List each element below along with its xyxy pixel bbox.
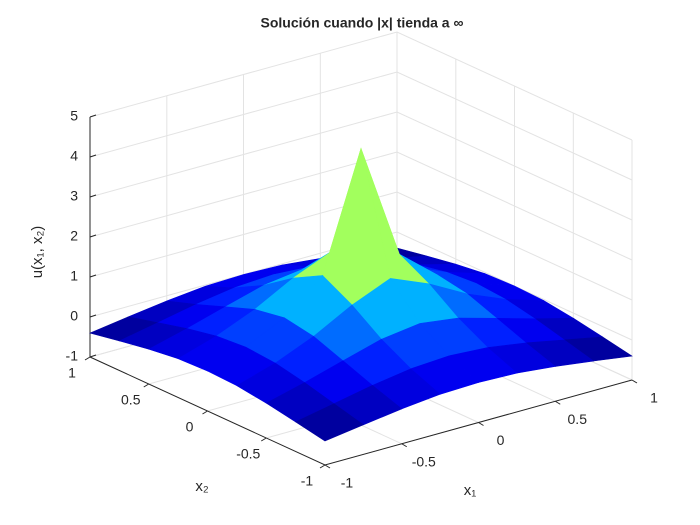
z-tick-label: 4	[70, 148, 78, 164]
z-tick-label: 5	[70, 108, 78, 124]
x-tick-label: -1	[341, 475, 354, 491]
y-tick-label: 1	[68, 365, 76, 381]
grid-line	[89, 231, 633, 341]
z-tick	[89, 234, 97, 238]
z-tick	[89, 114, 97, 118]
x-tick	[554, 400, 561, 405]
x-tick	[478, 422, 484, 426]
z-tick	[89, 154, 97, 158]
grid-line	[89, 151, 633, 261]
x-axis-label: x₁	[464, 482, 477, 499]
y-tick	[202, 410, 208, 415]
y-tick	[319, 464, 326, 469]
z-tick-label: 2	[70, 228, 78, 244]
x-tick	[324, 464, 331, 469]
x-tick-label: 0	[497, 432, 505, 448]
x-tick-label: 0.5	[568, 411, 588, 427]
chart-title: Solución cuando |x| tienda a ∞	[261, 15, 464, 31]
grid-line	[89, 111, 633, 221]
z-tick-label: 3	[70, 188, 78, 204]
x-tick-label: 1	[650, 390, 658, 406]
z-tick	[89, 194, 97, 198]
grid-line	[89, 71, 633, 181]
y-tick-label: 0	[186, 419, 194, 435]
surface-patch	[294, 403, 365, 442]
x-tick-label: -0.5	[412, 453, 436, 469]
x-tick	[401, 443, 408, 448]
z-tick-label: 0	[70, 308, 78, 324]
y-tick-label: -1	[301, 473, 314, 489]
z-axis-label: u(x₁, x₂)	[29, 226, 46, 279]
y-tick	[143, 383, 150, 388]
z-tick	[89, 314, 97, 318]
z-tick-label: 1	[70, 268, 78, 284]
y-tick-label: -0.5	[236, 446, 260, 462]
grid-line	[89, 31, 633, 141]
z-tick-label: -1	[66, 348, 79, 364]
y-axis-label: x₂	[195, 478, 209, 495]
z-tick	[89, 274, 97, 278]
z-tick	[89, 354, 97, 358]
y-tick-label: 0.5	[121, 392, 141, 408]
grid-line	[89, 191, 633, 301]
y-tick	[260, 437, 267, 442]
y-tick	[84, 356, 91, 361]
x-tick	[631, 379, 638, 384]
